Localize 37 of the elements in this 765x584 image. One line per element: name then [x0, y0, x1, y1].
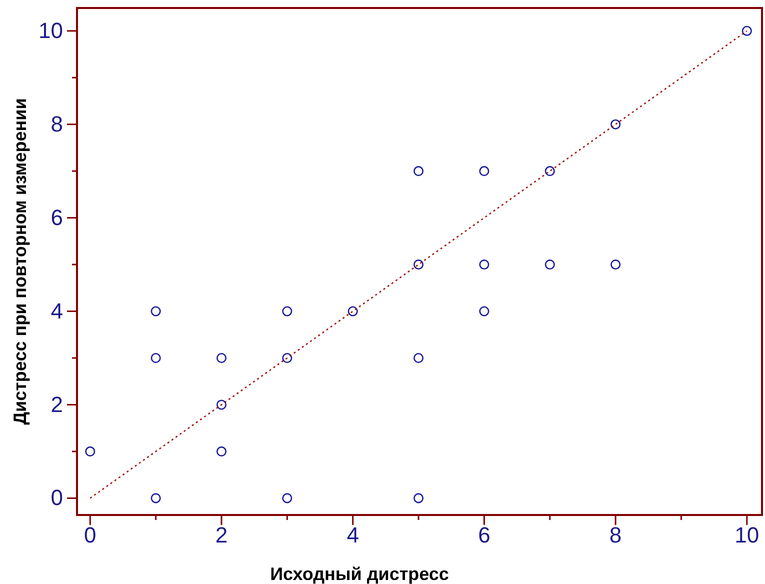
- y-tick-label: 0: [50, 485, 63, 510]
- point: [479, 260, 490, 270]
- x-tick-label: 2: [215, 522, 228, 548]
- x-tick-label: 0: [84, 522, 96, 548]
- point: [610, 119, 621, 130]
- point: [413, 260, 424, 270]
- point: [544, 260, 555, 270]
- point: [413, 493, 424, 504]
- point: [282, 306, 292, 316]
- point: [282, 493, 292, 504]
- y-tick-label: 2: [50, 392, 63, 417]
- point: [85, 446, 96, 456]
- x-tick-label: 10: [734, 522, 760, 548]
- point: [413, 352, 424, 364]
- x-axis-title: Исходный дистресс: [270, 564, 449, 584]
- x-tick-label: 4: [346, 522, 359, 548]
- point: [150, 306, 161, 316]
- point: [150, 352, 161, 364]
- x-tick-label: 8: [609, 522, 622, 548]
- point: [216, 352, 227, 364]
- y-tick-label: 10: [38, 18, 63, 43]
- y-axis-title: Дистресс при повторном измерении: [10, 98, 30, 425]
- point: [742, 26, 752, 36]
- y-tick-label: 4: [50, 298, 63, 324]
- point: [413, 166, 424, 176]
- point: [216, 400, 227, 410]
- x-tick-label: 6: [478, 522, 490, 548]
- point: [610, 260, 621, 270]
- point: [544, 166, 555, 176]
- point: [479, 306, 490, 316]
- point: [479, 166, 490, 176]
- point: [348, 306, 358, 316]
- y-tick-label: 6: [50, 204, 63, 230]
- point: [216, 446, 227, 456]
- point: [282, 352, 292, 364]
- y-tick-label: 8: [50, 111, 63, 136]
- point: [150, 493, 161, 504]
